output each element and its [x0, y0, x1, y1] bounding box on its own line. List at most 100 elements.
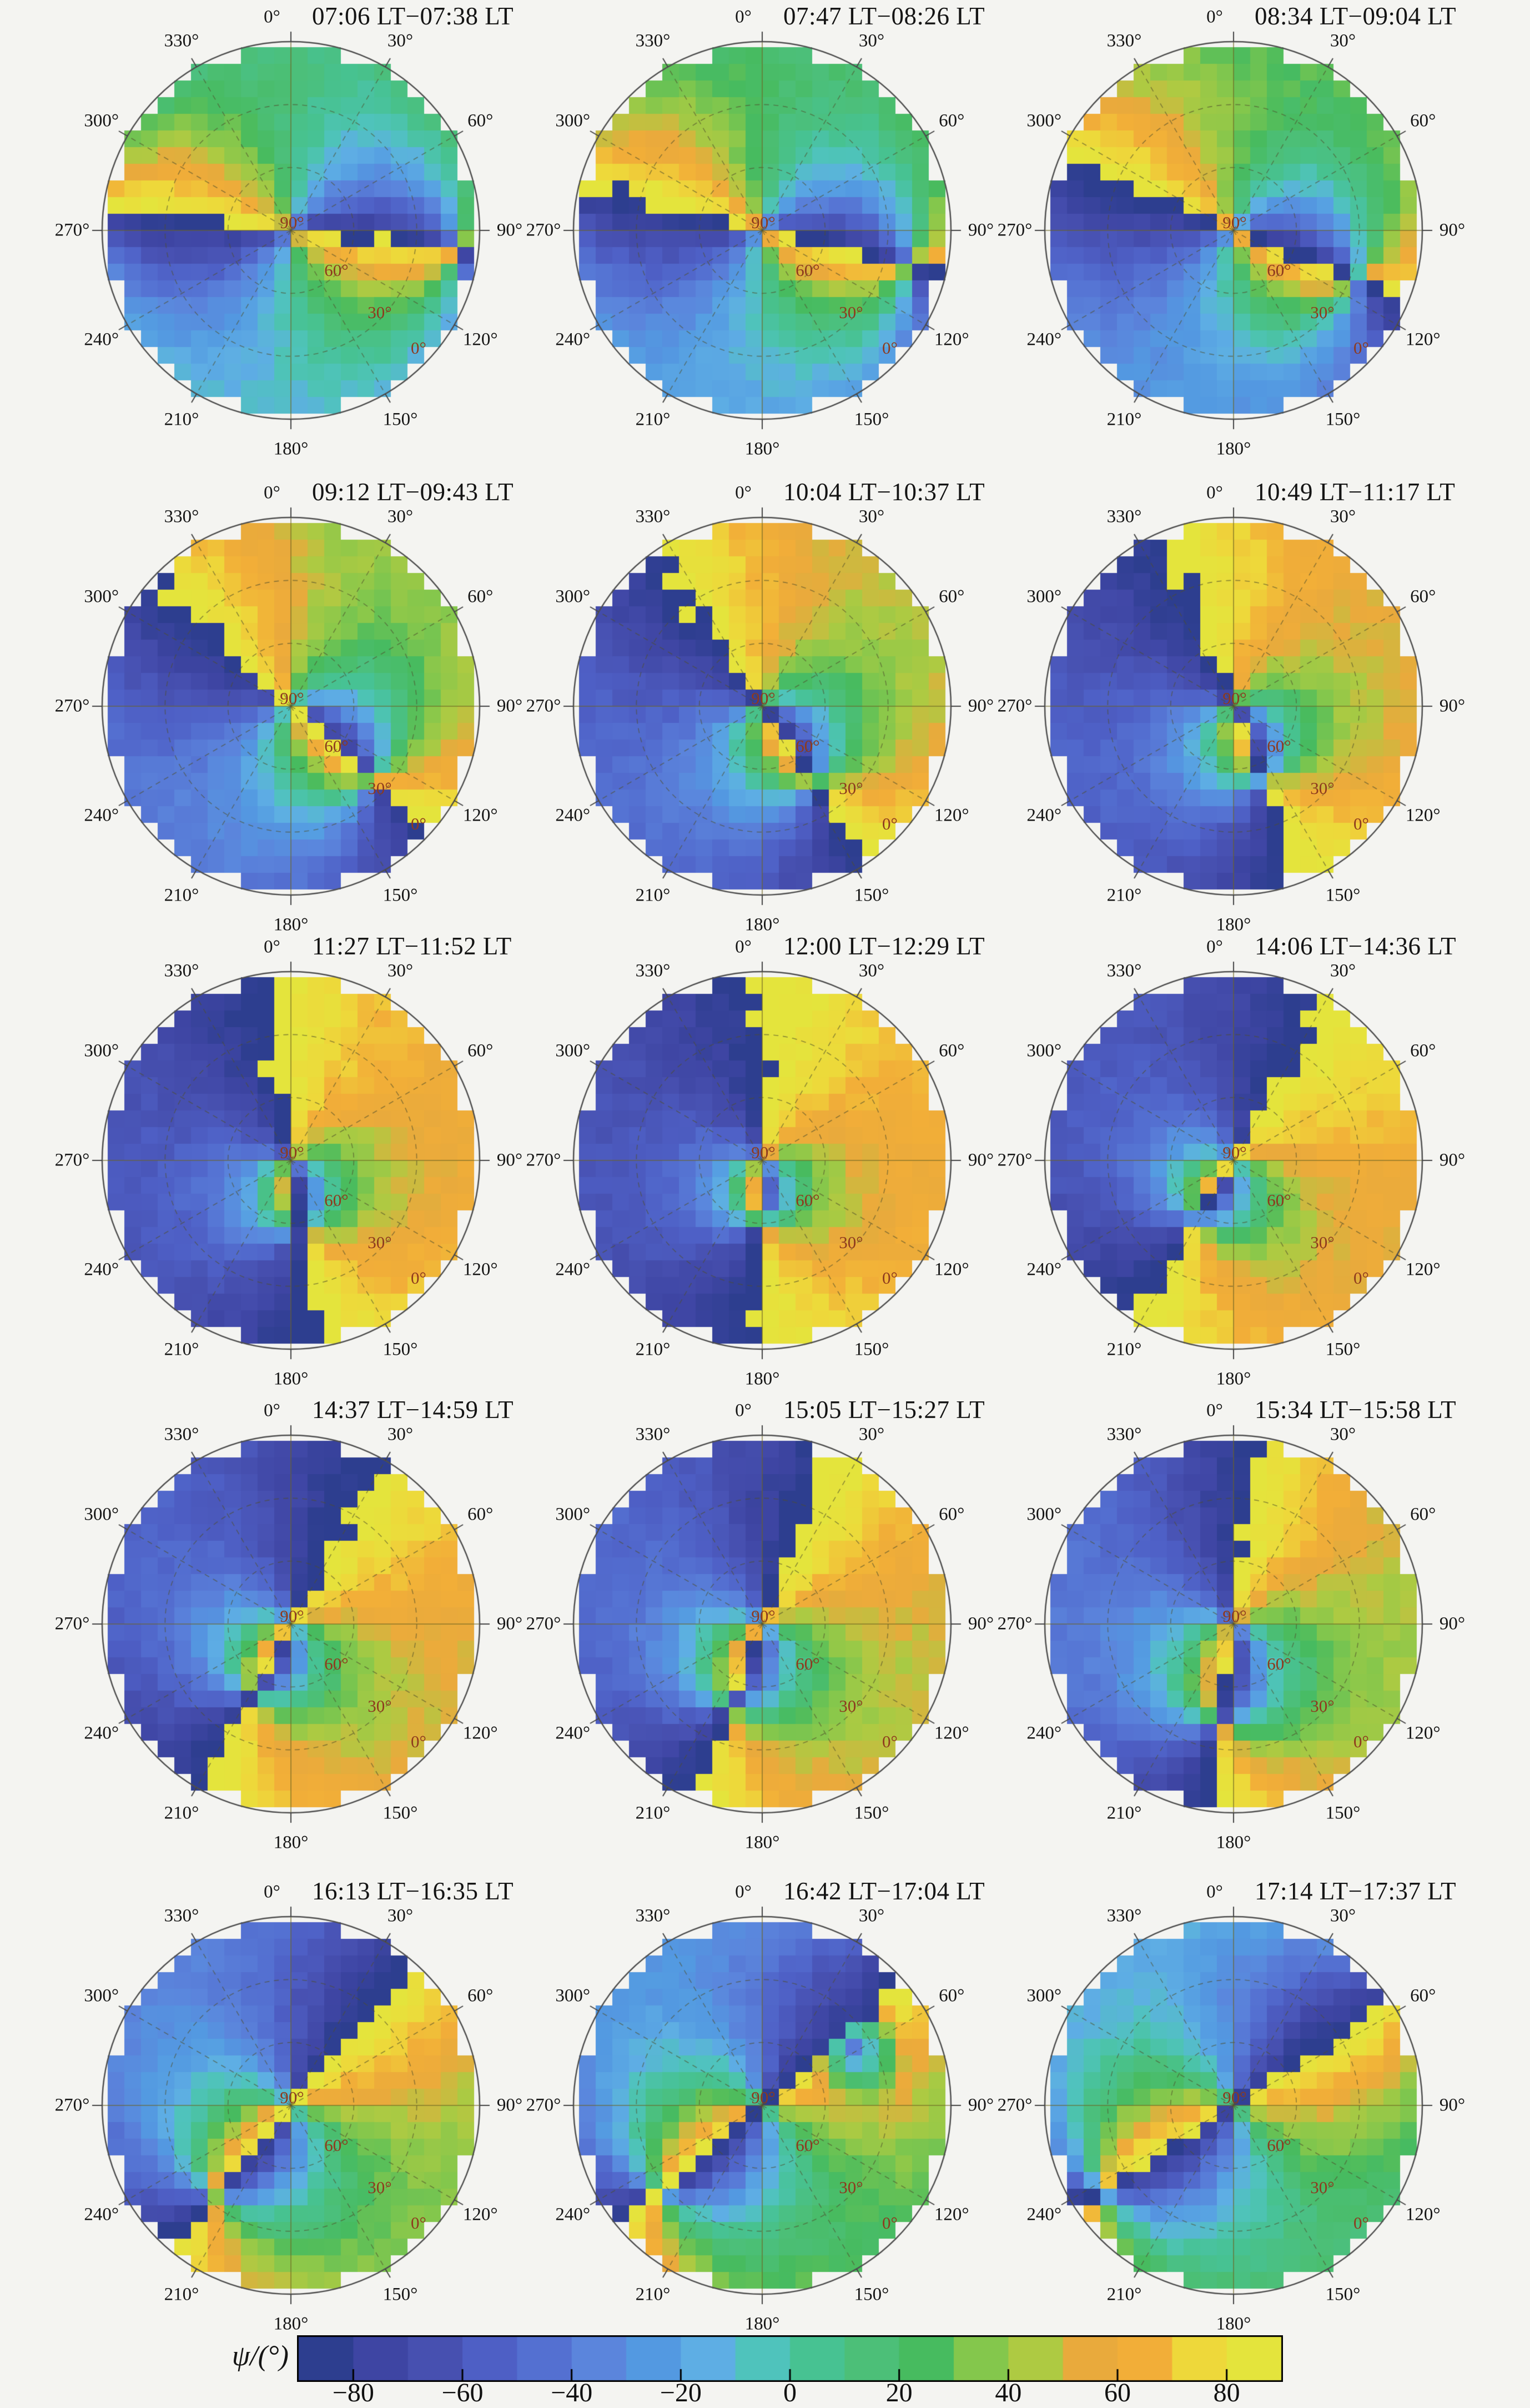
elevation-tick-label: 30° — [1310, 303, 1335, 322]
polar-panel: 12:00 LT−12:29 LT 0° 30° 60° 90° 120° 150° 180… — [512, 905, 1012, 1416]
azimuth-tick-label: 270° — [526, 2095, 561, 2115]
azimuth-tick-label: 30° — [858, 1424, 885, 1445]
panel-title: 16:13 LT−16:35 LT — [312, 1877, 514, 1905]
elevation-tick-label: 30° — [1310, 778, 1335, 798]
polar-panel: 09:12 LT−09:43 LT 0° 30° 60° 90° 120° 150° 180… — [41, 451, 541, 962]
azimuth-tick-label: 60° — [467, 110, 494, 131]
azimuth-tick-label: 300° — [84, 110, 119, 131]
azimuth-tick-label: 210° — [635, 1803, 671, 1823]
azimuth-tick-label: 90° — [496, 696, 523, 716]
azimuth-tick-label: 210° — [164, 409, 199, 430]
panel-title: 17:14 LT−17:37 LT — [1255, 1877, 1457, 1905]
azimuth-tick-label: 240° — [84, 2204, 119, 2225]
azimuth-tick-label: 0° — [735, 1882, 752, 1902]
azimuth-tick-label: 300° — [1026, 1985, 1062, 2006]
azimuth-tick-label: 240° — [84, 329, 119, 350]
azimuth-tick-label: 0° — [1206, 937, 1223, 957]
elevation-tick-label: 0° — [1353, 1268, 1369, 1288]
azimuth-tick-label: 270° — [54, 2095, 90, 2115]
elevation-tick-label: 60° — [796, 1654, 820, 1673]
polar-panel: 07:47 LT−08:26 LT 0° 30° 60° 90° 120° 150° 180… — [512, 0, 1012, 486]
elevation-tick-label: 30° — [839, 2178, 863, 2197]
azimuth-tick-label: 0° — [735, 937, 752, 957]
azimuth-tick-label: 90° — [968, 1613, 994, 1634]
elevation-tick-label: 30° — [368, 1233, 392, 1252]
azimuth-tick-label: 240° — [84, 1723, 119, 1743]
azimuth-tick-label: 240° — [84, 805, 119, 826]
azimuth-tick-label: 330° — [164, 31, 199, 51]
azimuth-tick-label: 270° — [54, 1613, 90, 1634]
panel-title: 15:34 LT−15:58 LT — [1255, 1396, 1457, 1424]
azimuth-tick-label: 0° — [264, 482, 280, 503]
azimuth-tick-label: 90° — [968, 1150, 994, 1170]
polar-panel: 17:14 LT−17:37 LT 0° 30° 60° 90° 120° 150° 180… — [984, 1850, 1483, 2361]
polar-panel: 15:34 LT−15:58 LT 0° 30° 60° 90° 120° 150° 180… — [984, 1369, 1483, 1879]
azimuth-tick-label: 90° — [1439, 1150, 1466, 1170]
elevation-tick-label: 0° — [1353, 814, 1369, 833]
azimuth-tick-label: 180° — [1216, 1832, 1251, 1853]
azimuth-tick-label: 120° — [462, 1259, 498, 1280]
azimuth-tick-label: 120° — [462, 1723, 498, 1743]
sky-polarization-heatmap — [77, 492, 505, 920]
sky-polarization-heatmap — [548, 947, 976, 1374]
elevation-tick-label: 90° — [280, 2088, 304, 2107]
panel-title: 16:42 LT−17:04 LT — [783, 1877, 985, 1905]
azimuth-tick-label: 60° — [939, 586, 965, 607]
colorbar-tick-label: −20 — [660, 2378, 702, 2407]
elevation-tick-label: 60° — [796, 1190, 820, 1210]
azimuth-tick-label: 0° — [264, 1882, 280, 1902]
colorbar-tick-label: −80 — [332, 2378, 374, 2407]
azimuth-tick-label: 30° — [858, 1906, 885, 1926]
panel-title: 11:27 LT−11:52 LT — [312, 932, 512, 960]
azimuth-tick-label: 210° — [164, 1339, 199, 1360]
azimuth-tick-label: 120° — [934, 1259, 969, 1280]
elevation-tick-label: 0° — [882, 1268, 898, 1288]
elevation-tick-label: 60° — [324, 260, 349, 280]
azimuth-tick-label: 180° — [744, 914, 780, 935]
polar-panel: 10:04 LT−10:37 LT 0° 30° 60° 90° 120° 150° 180… — [512, 451, 1012, 962]
azimuth-tick-label: 150° — [1325, 2284, 1361, 2305]
azimuth-tick-label: 240° — [555, 329, 591, 350]
azimuth-tick-label: 90° — [496, 220, 523, 240]
azimuth-tick-label: 240° — [1026, 1723, 1062, 1743]
elevation-tick-label: 60° — [1267, 260, 1291, 280]
azimuth-tick-label: 300° — [84, 1985, 119, 2006]
panel-title: 14:06 LT−14:36 LT — [1255, 932, 1457, 960]
colorbar-tick-label: 80 — [1213, 2378, 1240, 2407]
elevation-tick-label: 60° — [324, 1190, 349, 1210]
azimuth-tick-label: 0° — [735, 7, 752, 27]
colorbar-tick-label: −60 — [441, 2378, 484, 2407]
elevation-tick-label: 60° — [324, 2135, 349, 2155]
elevation-tick-label: 90° — [280, 1143, 304, 1162]
azimuth-tick-label: 270° — [526, 220, 561, 240]
azimuth-tick-label: 120° — [1405, 1259, 1441, 1280]
azimuth-tick-label: 240° — [1026, 1259, 1062, 1280]
colorbar-tick-label: 40 — [995, 2378, 1022, 2407]
azimuth-tick-label: 270° — [997, 2095, 1033, 2115]
azimuth-tick-label: 300° — [555, 110, 591, 131]
azimuth-tick-label: 330° — [1106, 1424, 1142, 1445]
azimuth-tick-label: 180° — [1216, 2314, 1251, 2334]
azimuth-tick-label: 150° — [854, 1339, 889, 1360]
sky-polarization-heatmap — [548, 1410, 976, 1838]
elevation-tick-label: 0° — [411, 814, 426, 833]
polar-panel: 15:05 LT−15:27 LT 0° 30° 60° 90° 120° 150° 180… — [512, 1369, 1012, 1879]
elevation-tick-label: 30° — [368, 303, 392, 322]
azimuth-tick-label: 330° — [635, 506, 671, 527]
azimuth-tick-label: 300° — [1026, 1504, 1062, 1525]
azimuth-tick-label: 30° — [1330, 961, 1356, 981]
azimuth-tick-label: 270° — [997, 1150, 1033, 1170]
azimuth-tick-label: 0° — [264, 1400, 280, 1421]
sky-polarization-heatmap — [77, 17, 505, 444]
azimuth-tick-label: 180° — [273, 1832, 309, 1853]
azimuth-tick-label: 270° — [54, 696, 90, 716]
azimuth-tick-label: 120° — [934, 1723, 969, 1743]
azimuth-tick-label: 90° — [1439, 2095, 1466, 2115]
elevation-tick-label: 0° — [882, 338, 898, 358]
azimuth-tick-label: 0° — [1206, 1882, 1223, 1902]
azimuth-tick-label: 0° — [735, 1400, 752, 1421]
azimuth-tick-label: 120° — [934, 329, 969, 350]
elevation-tick-label: 30° — [839, 303, 863, 322]
azimuth-tick-label: 150° — [854, 409, 889, 430]
azimuth-tick-label: 210° — [164, 2284, 199, 2305]
